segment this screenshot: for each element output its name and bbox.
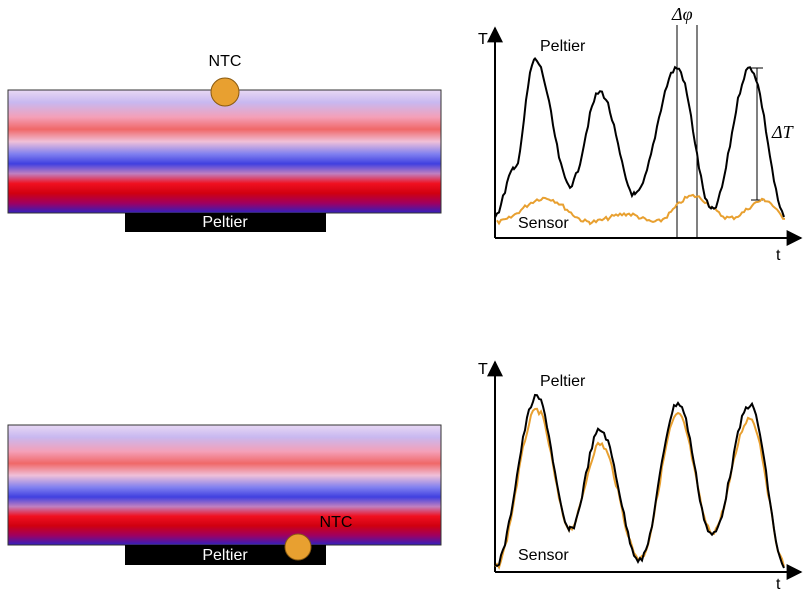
y-axis-label: T — [478, 361, 488, 378]
curve-label: Sensor — [518, 215, 569, 232]
ntc-sensor — [284, 533, 312, 561]
curve-label: Peltier — [540, 373, 586, 390]
ntc-label: NTC — [209, 53, 242, 70]
curve-label: Sensor — [518, 547, 569, 564]
y-axis-label: T — [478, 31, 488, 48]
peltier-block — [125, 545, 326, 565]
x-axis-label: t — [776, 576, 781, 593]
slab — [7, 89, 442, 214]
slab — [7, 424, 442, 546]
curve — [494, 393, 785, 569]
peltier-label: Peltier — [202, 214, 248, 231]
x-axis-label: t — [776, 247, 781, 264]
curve — [496, 193, 786, 226]
ntc-label: NTC — [320, 514, 353, 531]
curve — [494, 56, 785, 218]
curve — [494, 407, 785, 570]
delta-label: ΔT — [771, 122, 795, 142]
curve-label: Peltier — [540, 38, 586, 55]
peltier-label: Peltier — [202, 547, 248, 564]
ntc-sensor — [210, 77, 240, 107]
peltier-block — [125, 213, 326, 232]
phase-label: Δφ — [671, 4, 693, 24]
